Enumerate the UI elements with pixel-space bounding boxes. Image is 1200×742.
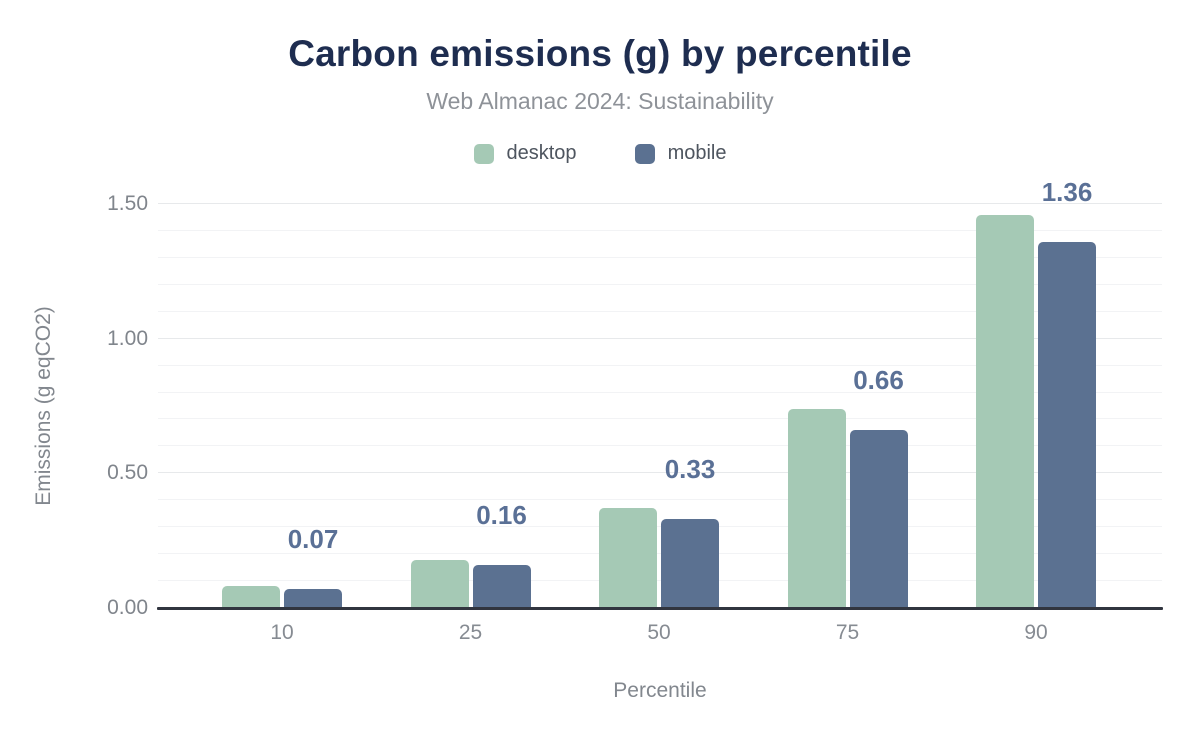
gridline-minor (158, 526, 1162, 528)
bar-mobile-25[interactable] (472, 564, 531, 608)
gridline-minor (158, 310, 1162, 312)
data-label-75: 0.66 (853, 365, 904, 396)
legend-item-mobile[interactable]: mobile (634, 142, 727, 165)
legend: desktop mobile (0, 142, 1200, 165)
x-tick-label-75: 75 (835, 621, 860, 644)
gridline-minor (158, 580, 1162, 582)
data-label-90: 1.36 (1041, 176, 1093, 207)
gridline-minor (158, 283, 1162, 285)
x-axis-title: Percentile (613, 679, 707, 702)
gridline-minor (158, 445, 1162, 447)
data-label-10: 0.07 (287, 524, 339, 555)
bar-mobile-90[interactable] (1038, 241, 1096, 608)
gridline-minor (158, 499, 1162, 501)
gridline-minor (158, 418, 1162, 420)
gridline-major (158, 203, 1162, 204)
chart-title: Carbon emissions (g) by percentile (288, 33, 912, 74)
gridline-minor (158, 391, 1162, 393)
x-tick-label-10: 10 (270, 621, 294, 644)
x-tick-label-25: 25 (458, 621, 483, 644)
data-label-50: 0.33 (664, 454, 716, 485)
gridline-minor (158, 364, 1162, 366)
gridline-major (158, 472, 1162, 474)
bar-mobile-75[interactable] (849, 430, 908, 608)
y-tick-label: 1.50 (107, 192, 148, 215)
bar-mobile-10[interactable] (284, 589, 342, 608)
x-axis-line (157, 607, 1163, 610)
bar-desktop-90[interactable] (976, 214, 1034, 608)
legend-label-desktop: desktop (506, 142, 577, 164)
y-tick-label: 1.00 (107, 326, 148, 350)
bar-desktop-75[interactable] (787, 408, 846, 608)
bar-desktop-25[interactable] (410, 559, 469, 608)
x-tick-label-90: 90 (1024, 621, 1048, 644)
x-tick-label-50: 50 (647, 621, 671, 644)
bar-mobile-50[interactable] (661, 519, 719, 608)
legend-swatch-mobile (634, 143, 655, 164)
chart-subtitle: Web Almanac 2024: Sustainability (426, 88, 774, 114)
bar-desktop-50[interactable] (599, 508, 657, 608)
legend-label-mobile: mobile (667, 142, 727, 164)
y-axis-title: Emissions (g eqCO2) (32, 306, 55, 506)
gridline-minor (158, 553, 1162, 555)
gridline-minor (158, 229, 1162, 231)
y-tick-label: 0.50 (107, 461, 148, 485)
y-tick-label: 0.00 (107, 596, 148, 619)
legend-item-desktop[interactable]: desktop (473, 142, 577, 165)
legend-swatch-desktop (473, 143, 494, 164)
gridline-minor (158, 256, 1162, 258)
gridline-major (158, 337, 1162, 339)
plot-area: 0.07 0.16 0.33 0.66 1.36 (158, 178, 1162, 608)
data-label-25: 0.16 (476, 499, 527, 530)
bar-desktop-10[interactable] (222, 586, 280, 608)
